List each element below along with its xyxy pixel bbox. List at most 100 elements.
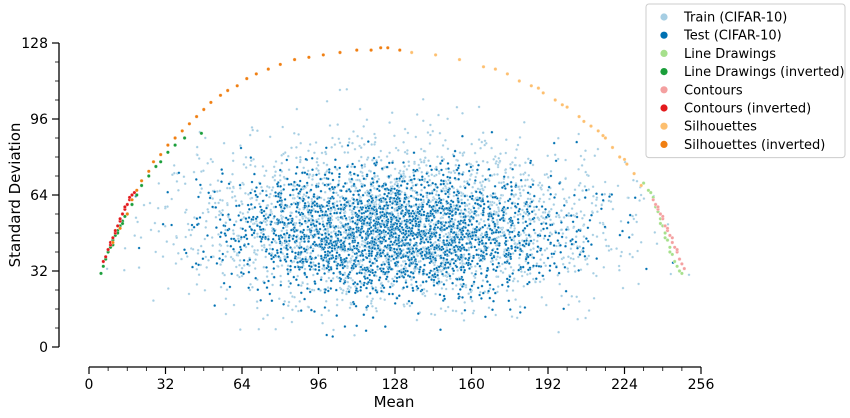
data-point-test: [434, 200, 438, 204]
data-point-test: [344, 216, 348, 220]
data-point-test: [317, 287, 321, 291]
data-point-train: [405, 167, 409, 171]
data-point-test: [314, 256, 318, 260]
data-point-train: [440, 286, 444, 290]
data-point-test: [410, 261, 413, 265]
data-point-test: [549, 223, 552, 227]
data-point-test: [363, 184, 367, 187]
data-point-train: [365, 295, 369, 299]
data-point-test: [418, 220, 422, 224]
data-point-test: [461, 295, 464, 299]
data-point-train: [226, 250, 229, 254]
data-point-test: [410, 257, 414, 261]
data-point-train: [338, 88, 342, 92]
data-point-train: [512, 224, 516, 228]
data-point-test: [357, 250, 361, 253]
data-point-train: [339, 287, 343, 291]
data-point-test: [245, 237, 249, 241]
data-point-test: [415, 263, 419, 266]
data-point-test: [523, 306, 527, 309]
data-point-test: [383, 271, 387, 275]
data-point-test: [315, 202, 319, 206]
data-point-train: [483, 143, 487, 147]
data-point-test: [211, 205, 215, 209]
data-point-test: [382, 204, 386, 208]
data-point-test: [492, 212, 496, 216]
data-point-test: [303, 297, 307, 301]
data-point-test: [460, 237, 464, 241]
data-point-test: [433, 226, 437, 229]
data-point-train: [315, 167, 319, 171]
data-point-train: [546, 154, 550, 158]
data-point-train: [311, 173, 315, 177]
data-point-test: [574, 240, 578, 244]
data-point-train: [376, 174, 380, 178]
data-point-test: [428, 257, 432, 260]
data-point-train: [603, 192, 607, 196]
data-point-train: [303, 267, 307, 271]
data-point-train: [475, 171, 479, 175]
data-point-train: [296, 309, 300, 313]
data-point-test: [491, 308, 494, 312]
data-point-train: [322, 161, 326, 165]
data-point-test: [285, 177, 289, 181]
data-point-test: [298, 179, 302, 183]
data-point-train: [333, 143, 337, 147]
data-point-test: [326, 260, 330, 264]
data-point-train: [375, 198, 379, 202]
data-point-test: [443, 250, 447, 254]
data-point-test: [252, 231, 256, 235]
data-point-train: [225, 288, 229, 292]
data-point-train: [360, 239, 364, 243]
data-point-train: [467, 210, 471, 214]
data-point-test: [362, 229, 365, 233]
data-point-train: [346, 151, 350, 154]
data-point-test: [313, 310, 316, 313]
data-point-train: [480, 140, 484, 144]
data-point-test: [385, 200, 389, 204]
data-point-test: [330, 195, 334, 199]
data-point-train: [481, 159, 485, 163]
data-point-train: [421, 292, 425, 296]
data-point-train: [544, 303, 548, 307]
data-point-test: [423, 225, 427, 229]
data-point-test: [279, 283, 283, 287]
data-point-train: [537, 199, 541, 203]
data-point-test: [492, 268, 496, 271]
data-point-test: [448, 219, 452, 223]
data-point-train: [524, 233, 528, 237]
data-point-test: [442, 282, 446, 286]
data-point-train: [484, 141, 488, 145]
data-point-test: [414, 257, 417, 261]
data-point-test: [375, 212, 379, 216]
data-point-train: [250, 244, 254, 248]
data-point-train: [344, 292, 348, 296]
data-point-test: [352, 197, 356, 201]
data-point-test: [458, 287, 462, 291]
data-point-train: [509, 265, 513, 269]
data-point-test: [419, 198, 423, 202]
data-point-train: [627, 196, 630, 200]
data-point-test: [525, 200, 529, 204]
data-point-train: [204, 225, 208, 229]
data-point-test: [438, 206, 441, 210]
data-point-train: [607, 199, 611, 203]
data-point-train: [192, 216, 196, 219]
data-point-test: [220, 180, 223, 184]
data-point-test: [559, 250, 563, 254]
data-point-test: [475, 168, 479, 172]
data-point-test: [305, 181, 309, 185]
data-point-test: [314, 268, 317, 271]
data-point-test: [329, 235, 333, 238]
data-point-train: [238, 186, 242, 190]
data-point-test: [424, 279, 428, 283]
data-point-test: [475, 248, 478, 252]
data-point-test: [184, 251, 188, 255]
data-point-train: [555, 244, 558, 248]
data-point-test: [526, 255, 530, 259]
data-point-train: [391, 284, 395, 288]
data-point-test: [536, 233, 540, 237]
data-point-test: [495, 247, 499, 251]
data-point-test: [581, 250, 585, 253]
data-point-test: [327, 217, 330, 221]
